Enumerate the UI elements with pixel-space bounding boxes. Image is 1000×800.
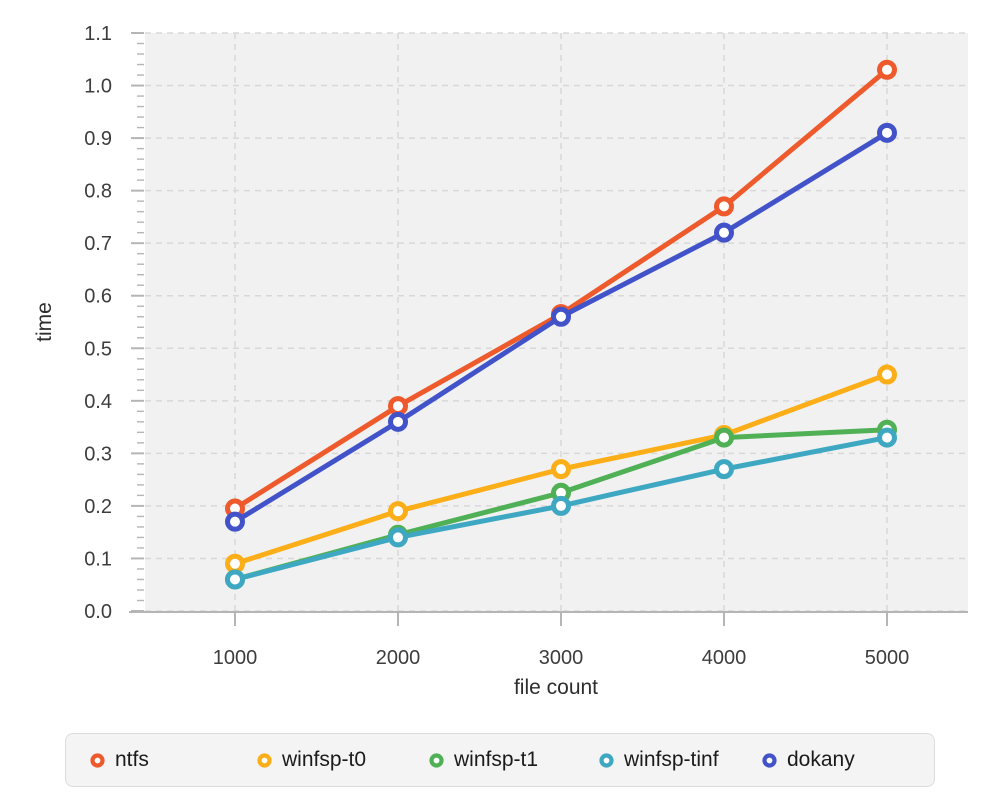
data-point-ntfs: [388, 396, 408, 417]
data-point-winfsp-tinf: [388, 527, 408, 548]
legend-marker-icon: [428, 752, 445, 769]
legend-marker-icon: [598, 752, 615, 769]
legend-item-winfsp-t1: winfsp-t1: [428, 734, 538, 786]
legend-label: winfsp-t0: [282, 748, 367, 771]
x-tick-label: 5000: [865, 647, 910, 669]
data-point-winfsp-t1: [714, 427, 734, 448]
legend-label: ntfs: [115, 748, 149, 771]
y-tick-label: 0.7: [84, 233, 112, 255]
legend-marker-icon: [89, 752, 106, 769]
data-point-dokany: [551, 306, 571, 327]
legend-item-winfsp-tinf: winfsp-tinf: [598, 734, 719, 786]
data-point-winfsp-tinf: [714, 459, 734, 480]
legend-marker-icon: [761, 752, 778, 769]
x-axis-title: file count: [513, 676, 599, 699]
data-point-winfsp-t0: [225, 553, 245, 574]
legend-label: winfsp-t1: [454, 748, 539, 771]
legend-item-winfsp-t0: winfsp-t0: [256, 734, 366, 786]
legend-label: dokany: [787, 748, 855, 771]
data-point-winfsp-t0: [551, 459, 571, 480]
data-point-dokany: [225, 511, 245, 532]
y-tick-label: 0.4: [84, 391, 112, 413]
legend-item-dokany: dokany: [761, 734, 855, 786]
legend-item-ntfs: ntfs: [89, 734, 149, 786]
y-tick-label: 0.1: [84, 548, 112, 570]
x-tick-label: 1000: [213, 647, 258, 669]
legend-label: winfsp-tinf: [624, 748, 719, 771]
x-tick-label: 3000: [539, 647, 584, 669]
y-tick-label: 0.8: [84, 181, 112, 203]
data-point-ntfs: [877, 59, 897, 80]
data-point-winfsp-t0: [877, 364, 897, 385]
x-tick-label: 2000: [376, 647, 421, 669]
y-tick-label: 0.5: [84, 338, 112, 360]
data-point-winfsp-tinf: [225, 569, 245, 590]
data-point-dokany: [714, 222, 734, 243]
legend: ntfs winfsp-t0 winfsp-t1 winfsp-tinf dokany: [65, 733, 935, 787]
y-tick-label: 0.0: [84, 601, 112, 623]
data-point-winfsp-tinf: [551, 495, 571, 516]
data-point-dokany: [877, 122, 897, 143]
x-tick-label: 4000: [702, 647, 747, 669]
y-axis-title: time: [33, 302, 56, 342]
y-tick-label: 0.6: [84, 286, 112, 308]
y-tick-label: 1.1: [84, 23, 112, 45]
legend-marker-icon: [256, 752, 273, 769]
y-tick-label: 0.2: [84, 496, 112, 518]
data-point-winfsp-t0: [388, 501, 408, 522]
y-tick-label: 1.0: [84, 76, 112, 98]
y-tick-label: 0.9: [84, 128, 112, 150]
data-point-winfsp-tinf: [877, 427, 897, 448]
chart-canvas: 1000 2000 3000 4000 5000 0.0 0.1 0.2 0.3 0.4 0.5 0.…: [84, 23, 968, 669]
y-tick-label: 0.3: [84, 443, 112, 465]
data-point-ntfs: [714, 196, 734, 217]
data-point-dokany: [388, 411, 408, 432]
